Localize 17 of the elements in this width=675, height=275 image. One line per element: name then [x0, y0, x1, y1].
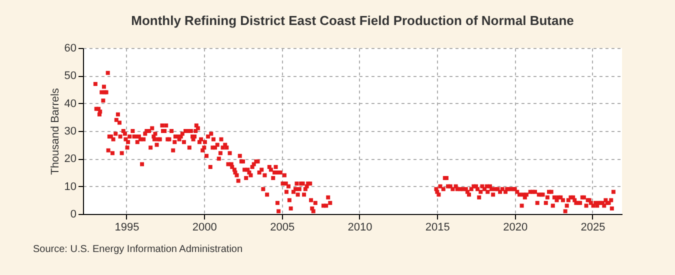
x-tick-label: 2005	[270, 222, 295, 234]
source-note: Source: U.S. Energy Information Administration	[33, 244, 243, 255]
y-tick-label: 60	[64, 42, 76, 54]
x-tick-label: 2010	[348, 222, 372, 234]
x-tick-label: 2015	[425, 222, 450, 234]
chart-title: Monthly Refining District East Coast Field Production of Normal Butane	[131, 13, 574, 28]
y-tick-label: 10	[64, 180, 76, 193]
x-tick-label: 2025	[580, 222, 606, 234]
y-tick-label: 0	[70, 208, 76, 220]
y-tick-label: 20	[64, 153, 76, 166]
y-axis-title: Thousand Barrels	[49, 88, 62, 175]
y-tick-label: 50	[64, 70, 76, 82]
x-tick-label: 2000	[192, 222, 217, 234]
x-tick-label: 2020	[503, 222, 528, 234]
y-tick-label: 40	[64, 98, 76, 110]
x-tick-label: 1995	[114, 222, 140, 234]
y-tick-label: 30	[64, 126, 76, 138]
